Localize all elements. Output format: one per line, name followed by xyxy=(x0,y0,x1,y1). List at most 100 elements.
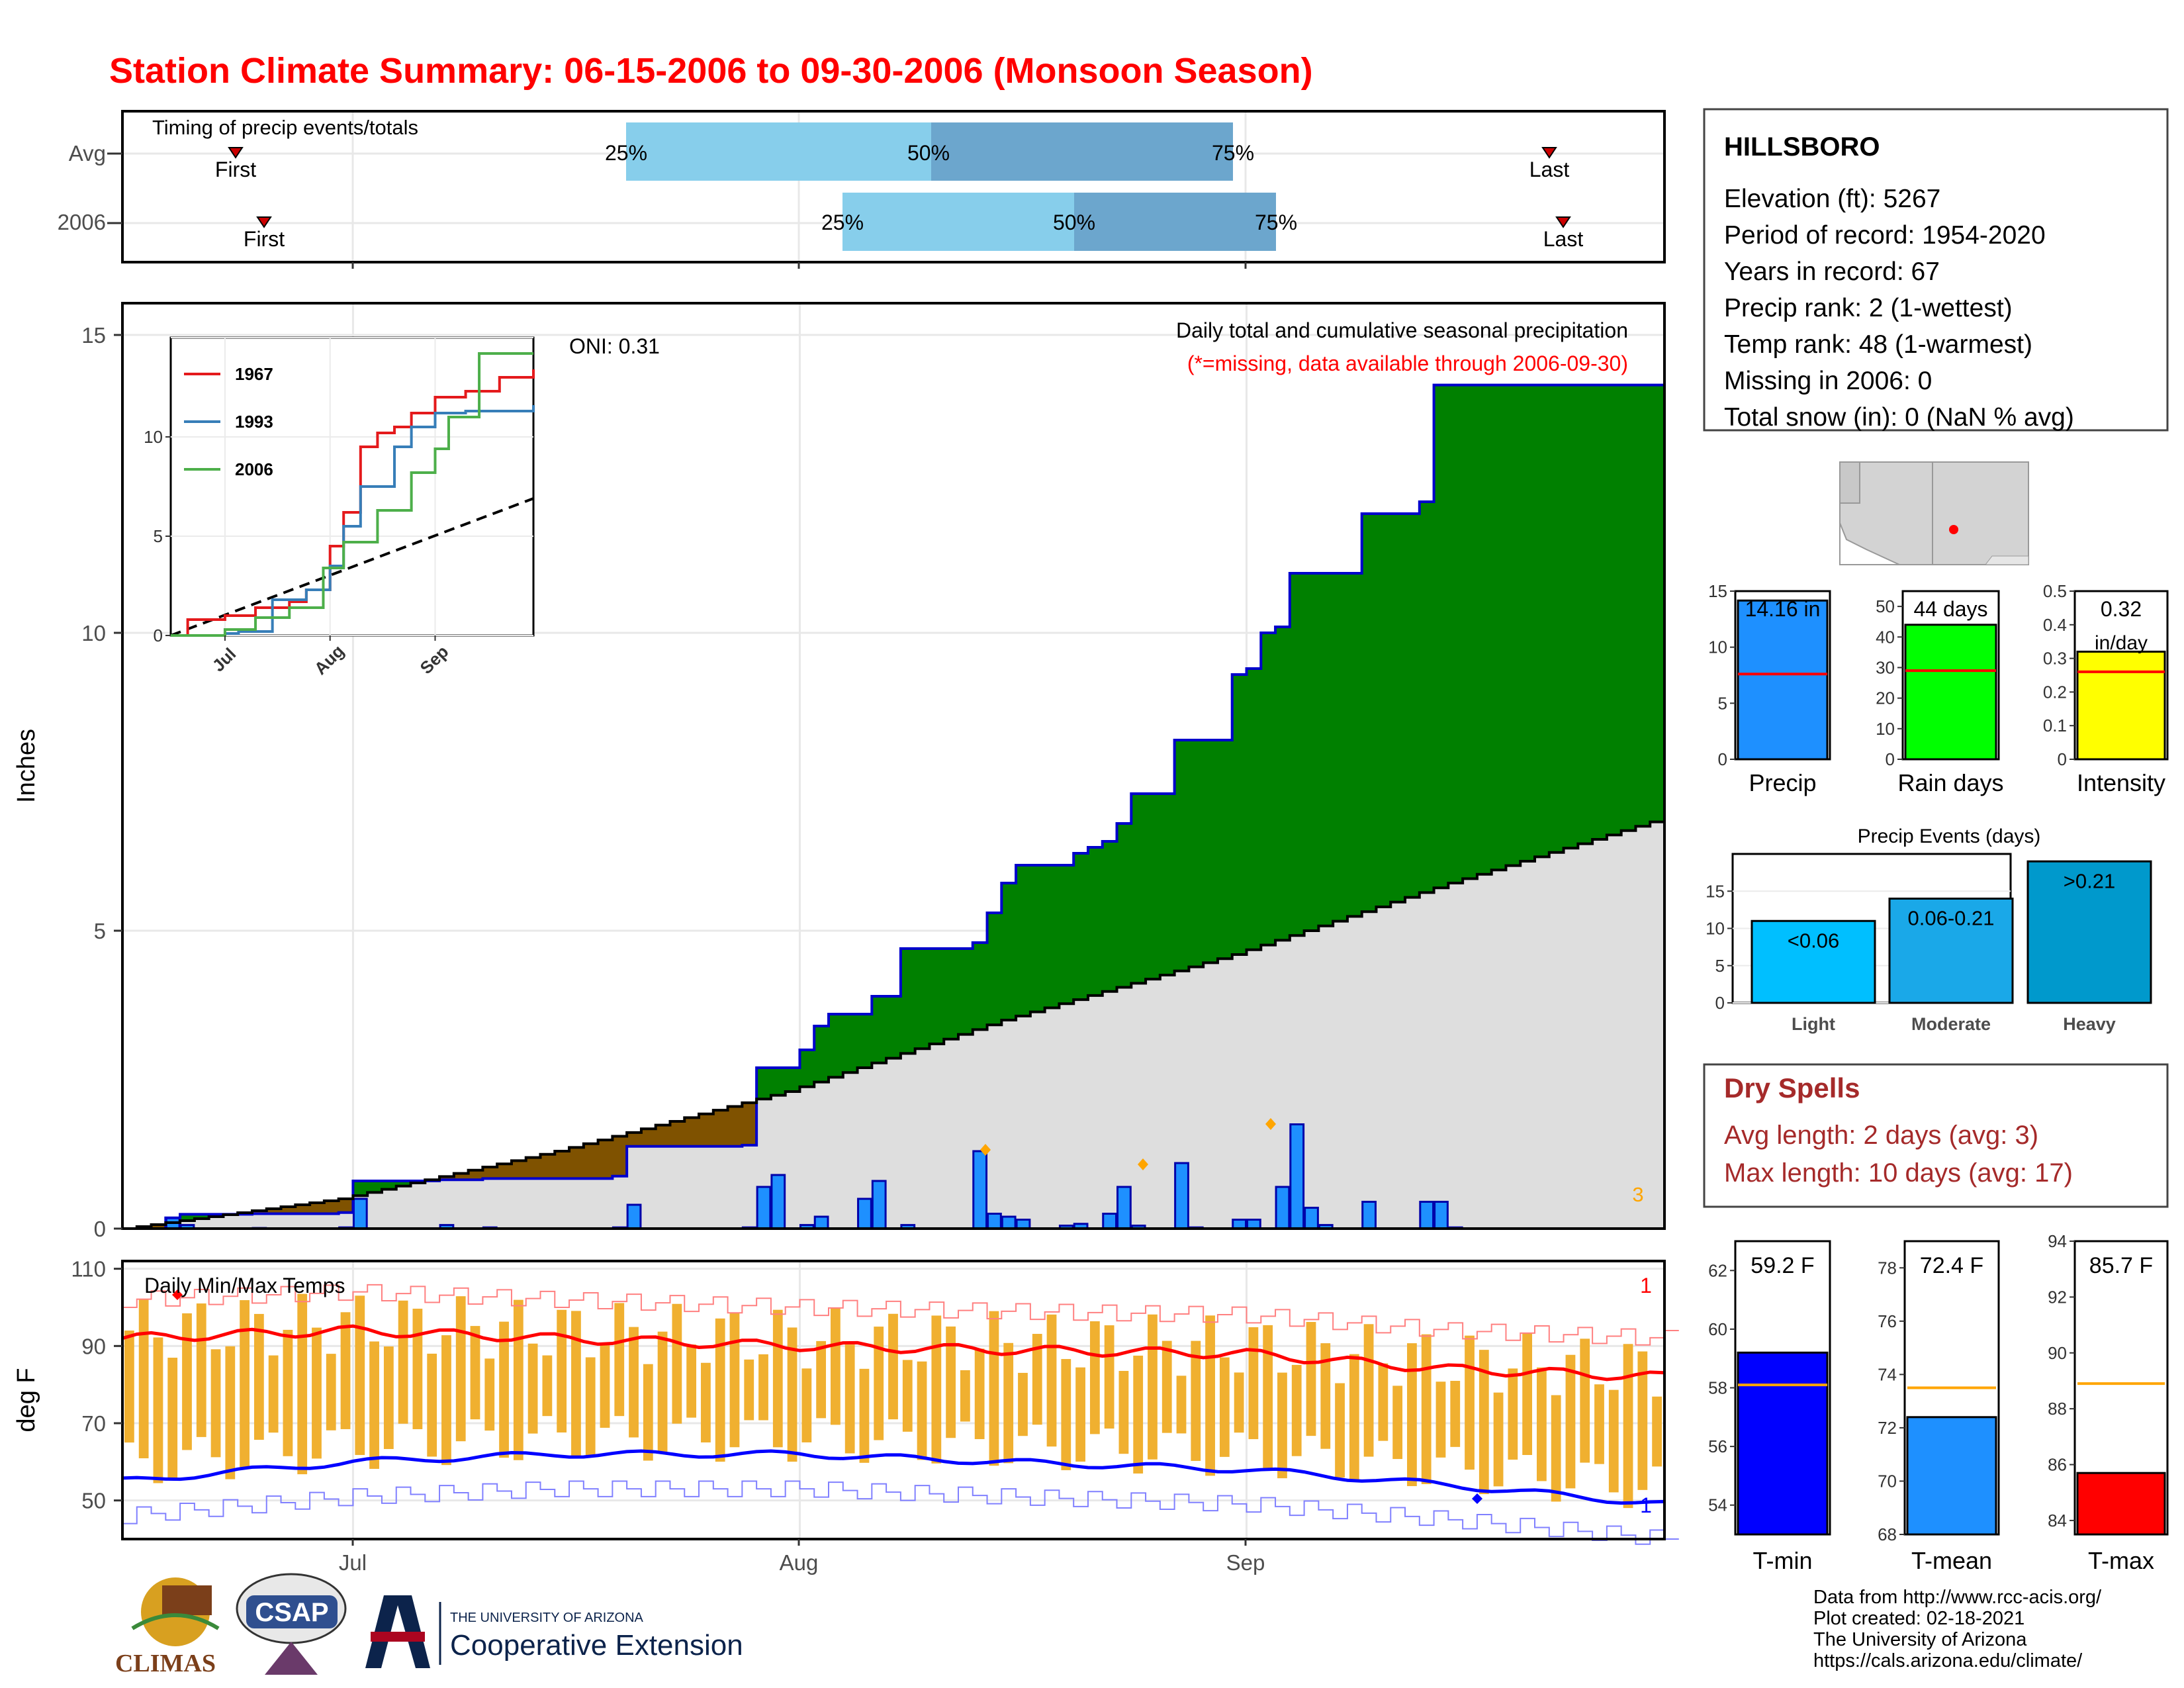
x-tick-label: Jul xyxy=(339,1550,367,1575)
daily-precip-bar xyxy=(972,1150,988,1230)
daily-temp-bar xyxy=(1565,1354,1576,1489)
credits: Data from http://www.rcc-acis.org/ Plot … xyxy=(1813,1587,2102,1671)
y-tick-label: 92 xyxy=(2048,1287,2067,1307)
y-tick-label: 50 xyxy=(1876,596,1895,616)
y-tick-label: 70 xyxy=(1878,1471,1897,1491)
daily-precip-bar xyxy=(1246,1219,1261,1230)
daily-temp-bar xyxy=(355,1295,365,1455)
y-tick-label: 78 xyxy=(1878,1258,1897,1278)
daily-precip-bar xyxy=(1174,1162,1189,1230)
y-tick-label: 20 xyxy=(1876,688,1895,708)
daily-temp-bar xyxy=(831,1307,841,1425)
inset-y-tick: 10 xyxy=(144,427,163,447)
daily-precip-bar xyxy=(1116,1186,1132,1230)
y-tick-label: 72 xyxy=(1878,1418,1897,1438)
last-label: Last xyxy=(1543,227,1584,251)
precip-events-chart: Precip Events (days) 0 5 10 15 <0.06 Light 0.0… xyxy=(1706,825,2152,1034)
ua-extension-text: Cooperative Extension xyxy=(450,1629,743,1662)
temperature-summary-charts: 54 56 58 60 62 59.2 F T-min 68 70 72 74 76 78 72.4 F T… xyxy=(1708,1231,2169,1574)
x-tick-label: Aug xyxy=(780,1550,819,1575)
daily-temp-bar xyxy=(787,1327,797,1462)
event-bar-label: <0.06 xyxy=(1788,929,1839,952)
pct-label: 50% xyxy=(1053,211,1095,234)
locator-map xyxy=(1839,461,2029,565)
daily-temp-bar xyxy=(182,1313,192,1450)
y-tick-label: 54 xyxy=(1708,1495,1727,1515)
daily-precip-bar xyxy=(1419,1201,1435,1230)
daily-temp-bar xyxy=(585,1357,596,1456)
daily-temp-bar xyxy=(455,1296,466,1442)
daily-precip-bar xyxy=(756,1186,772,1230)
record-high-marker xyxy=(172,1289,183,1300)
daily-temp-bar xyxy=(1205,1315,1215,1476)
credit-line: Plot created: 02-18-2021 xyxy=(1813,1608,2025,1629)
daily-temp-bar xyxy=(643,1364,653,1461)
pct-label: 25% xyxy=(605,141,647,165)
event-bar xyxy=(1888,898,2014,1004)
y-tick-label: 0.2 xyxy=(2043,682,2067,702)
daily-temp-bar xyxy=(1176,1376,1187,1434)
daily-temp-bar xyxy=(874,1327,884,1440)
y-tick-label: 94 xyxy=(2048,1231,2067,1251)
legend-label: 1993 xyxy=(235,412,273,432)
daily-temp-bar xyxy=(312,1327,322,1459)
daily-temp-bar xyxy=(196,1303,206,1437)
daily-temp-bar xyxy=(715,1318,725,1462)
csap-text: CSAP xyxy=(255,1598,328,1627)
daily-temp-bar xyxy=(629,1327,639,1438)
daily-temp-bar xyxy=(1161,1340,1172,1433)
inset-series-line xyxy=(171,352,533,637)
timing-2006-25-50 xyxy=(842,193,1074,251)
station-line: Temp rank: 48 (1-warmest) xyxy=(1724,330,2032,359)
university-of-arizona-logo: THE UNIVERSITY OF ARIZONA Cooperative Ex… xyxy=(365,1595,743,1668)
y-tick-label: 30 xyxy=(1876,657,1895,677)
season-totals-charts: 0 5 10 15 14.16 in Precip 0 10 20 30 40 50 44 days Ra… xyxy=(1708,581,2169,796)
station-name: HILLSBORO xyxy=(1724,132,1880,162)
timing-row-label: Avg xyxy=(69,141,106,165)
daily-precip-bar xyxy=(1304,1207,1319,1230)
daily-temp-bar xyxy=(441,1335,451,1466)
daily-temp-bar xyxy=(1349,1354,1359,1482)
daily-temp-bar xyxy=(470,1326,480,1420)
daily-temp-bar xyxy=(557,1309,567,1433)
daily-temp-bar xyxy=(1075,1367,1085,1462)
daily-temp-bar xyxy=(758,1354,768,1421)
y-tick-label: 0.1 xyxy=(2043,716,2067,735)
value-unit: in/day xyxy=(2095,632,2148,654)
daily-temp-bar xyxy=(1320,1343,1331,1449)
plot-title: Daily total and cumulative seasonal prec… xyxy=(1176,318,1628,342)
daily-temp-bar xyxy=(153,1337,163,1483)
credit-line: https://cals.arizona.edu/climate/ xyxy=(1813,1650,2083,1671)
inset-x-tick: Aug xyxy=(310,641,348,679)
legend-label: 1967 xyxy=(235,364,273,384)
daily-precip-bar xyxy=(352,1197,368,1230)
event-category: Heavy xyxy=(2063,1014,2116,1034)
daily-temp-bar xyxy=(1248,1327,1259,1440)
figure-title: Station Climate Summary: 06-15-2006 to 0… xyxy=(109,51,1313,91)
daily-temp-bar xyxy=(369,1341,379,1469)
missing-count: 3 xyxy=(1632,1183,1643,1206)
daily-temp-bar xyxy=(499,1321,509,1458)
daily-precip-bar xyxy=(1361,1201,1377,1230)
daily-temp-bar xyxy=(1148,1314,1158,1460)
climas-text: CLIMAS xyxy=(115,1650,216,1677)
y-axis-label: Inches xyxy=(13,729,40,803)
first-marker-avg xyxy=(228,147,244,159)
daily-precip-bar xyxy=(1001,1215,1017,1230)
record-marker xyxy=(1138,1158,1148,1170)
csap-logo: CSAP xyxy=(236,1573,347,1675)
station-line: Period of record: 1954-2020 xyxy=(1724,221,2046,250)
y-tick-label: 5 xyxy=(94,919,106,943)
daily-temp-bar xyxy=(340,1312,351,1429)
y-tick-label: 58 xyxy=(1708,1378,1727,1398)
daily-temp-bar xyxy=(1435,1382,1446,1458)
timing-row-label: 2006 xyxy=(58,210,106,234)
daily-temp-bar xyxy=(1219,1357,1230,1457)
last-marker-avg xyxy=(1541,147,1557,159)
last-marker-2006 xyxy=(1555,216,1571,228)
y-tick-label: 0.4 xyxy=(2043,615,2067,635)
inset-series-line xyxy=(171,405,535,637)
value-label: 85.7 F xyxy=(2089,1253,2153,1278)
station-line: Elevation (ft): 5267 xyxy=(1724,185,1940,213)
daily-temp-bar xyxy=(398,1300,408,1424)
